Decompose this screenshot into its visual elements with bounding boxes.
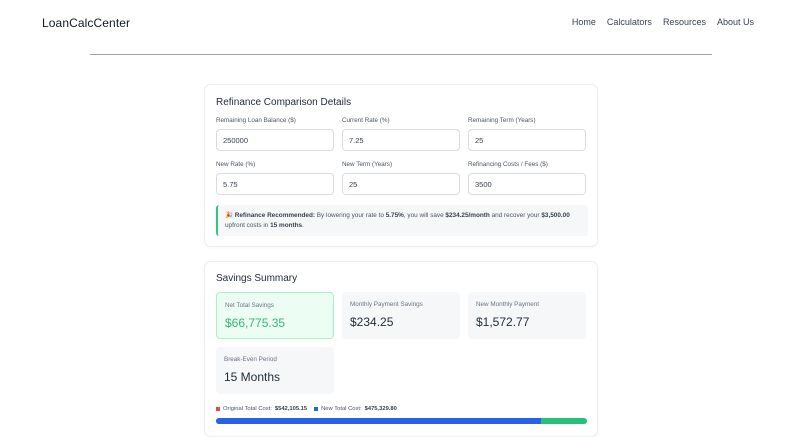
alert-text-2: , you will save xyxy=(403,212,444,219)
alert-new-rate: 5.75% xyxy=(385,212,404,219)
new-cost-bar-fill xyxy=(216,418,542,424)
alert-text-1: By lowering your rate to xyxy=(316,212,384,219)
alert-text-5: . xyxy=(302,222,304,229)
current-rate-label: Current Rate (%) xyxy=(342,117,390,124)
legend-new-label: New Total Cost: xyxy=(321,406,362,412)
stat-value: 15 Months xyxy=(224,370,281,384)
new-rate-label: New Rate (%) xyxy=(216,161,256,168)
new-term-input[interactable]: 25 xyxy=(342,173,460,195)
refinancing-costs-label: Refinancing Costs / Fees ($) xyxy=(468,161,548,168)
loan-balance-input[interactable]: 250000 xyxy=(216,129,334,151)
nav-menu: Home Calculators Resources About Us xyxy=(572,17,754,27)
alert-text-3: and recover your xyxy=(491,212,540,219)
alert-monthly-saving: $234.25/month xyxy=(445,212,490,219)
legend-original-value: $542,105.15 xyxy=(274,406,308,412)
new-rate-input[interactable]: 5.75 xyxy=(216,173,334,195)
alert-upfront-costs: $3,500.00 xyxy=(541,212,570,219)
stat-label: Net Total Savings xyxy=(225,302,274,309)
stat-label: New Monthly Payment xyxy=(476,301,539,308)
nav-link-resources[interactable]: Resources xyxy=(662,17,706,27)
alert-break-even-months: 15 months xyxy=(270,222,303,229)
refinance-recommendation-alert: 🎉 Refinance Recommended: By lowering you… xyxy=(216,205,588,236)
legend-original-cost: Original Total Cost: $542,105.15 xyxy=(216,406,307,412)
stat-label: Monthly Payment Savings xyxy=(350,301,423,308)
legend-original-label: Original Total Cost: xyxy=(223,406,272,412)
refinance-details-card: Refinance Comparison Details Remaining L… xyxy=(204,84,598,247)
nav-link-home[interactable]: Home xyxy=(571,17,596,27)
nav-link-about-us[interactable]: About Us xyxy=(716,17,754,27)
stat-value: $234.25 xyxy=(350,315,394,329)
savings-summary-card: Savings Summary Net Total Savings $66,77… xyxy=(204,261,598,437)
alert-text-4: upfront costs in xyxy=(225,222,269,229)
new-monthly-payment-stat: New Monthly Payment $1,572.77 xyxy=(468,292,586,339)
cost-legend: Original Total Cost: $542,105.15 New Tot… xyxy=(216,406,397,412)
header-divider xyxy=(90,54,712,55)
break-even-period-stat: Break-Even Period 15 Months xyxy=(216,347,334,394)
stat-label: Break-Even Period xyxy=(224,356,277,363)
original-cost-swatch xyxy=(216,407,220,411)
current-rate-input[interactable]: 7.25 xyxy=(342,129,460,151)
legend-new-cost: New Total Cost: $475,329.80 xyxy=(314,406,397,412)
refinance-details-title: Refinance Comparison Details xyxy=(216,97,352,108)
loan-balance-label: Remaining Loan Balance ($) xyxy=(216,117,296,124)
alert-title: Refinance Recommended: xyxy=(234,212,316,219)
new-cost-swatch xyxy=(314,407,319,411)
new-term-label: New Term (Years) xyxy=(342,161,393,168)
monthly-payment-savings-stat: Monthly Payment Savings $234.25 xyxy=(342,292,460,339)
legend-new-value: $475,329.80 xyxy=(364,406,397,412)
stat-value: $1,572.77 xyxy=(476,315,530,329)
remaining-term-label: Remaining Term (Years) xyxy=(468,117,536,124)
remaining-term-input[interactable]: 25 xyxy=(468,129,586,151)
party-popper-icon: 🎉 xyxy=(225,212,233,219)
refinancing-costs-input[interactable]: 3500 xyxy=(468,173,586,195)
savings-summary-title: Savings Summary xyxy=(216,273,298,284)
cost-comparison-bar xyxy=(216,418,587,424)
top-navbar: LoanCalcCenter Home Calculators Resource… xyxy=(0,0,800,46)
stat-value: $66,775.35 xyxy=(225,316,286,330)
net-total-savings-stat: Net Total Savings $66,775.35 xyxy=(216,292,334,339)
nav-link-calculators[interactable]: Calculators xyxy=(606,17,652,27)
brand-logo[interactable]: LoanCalcCenter xyxy=(42,16,131,30)
